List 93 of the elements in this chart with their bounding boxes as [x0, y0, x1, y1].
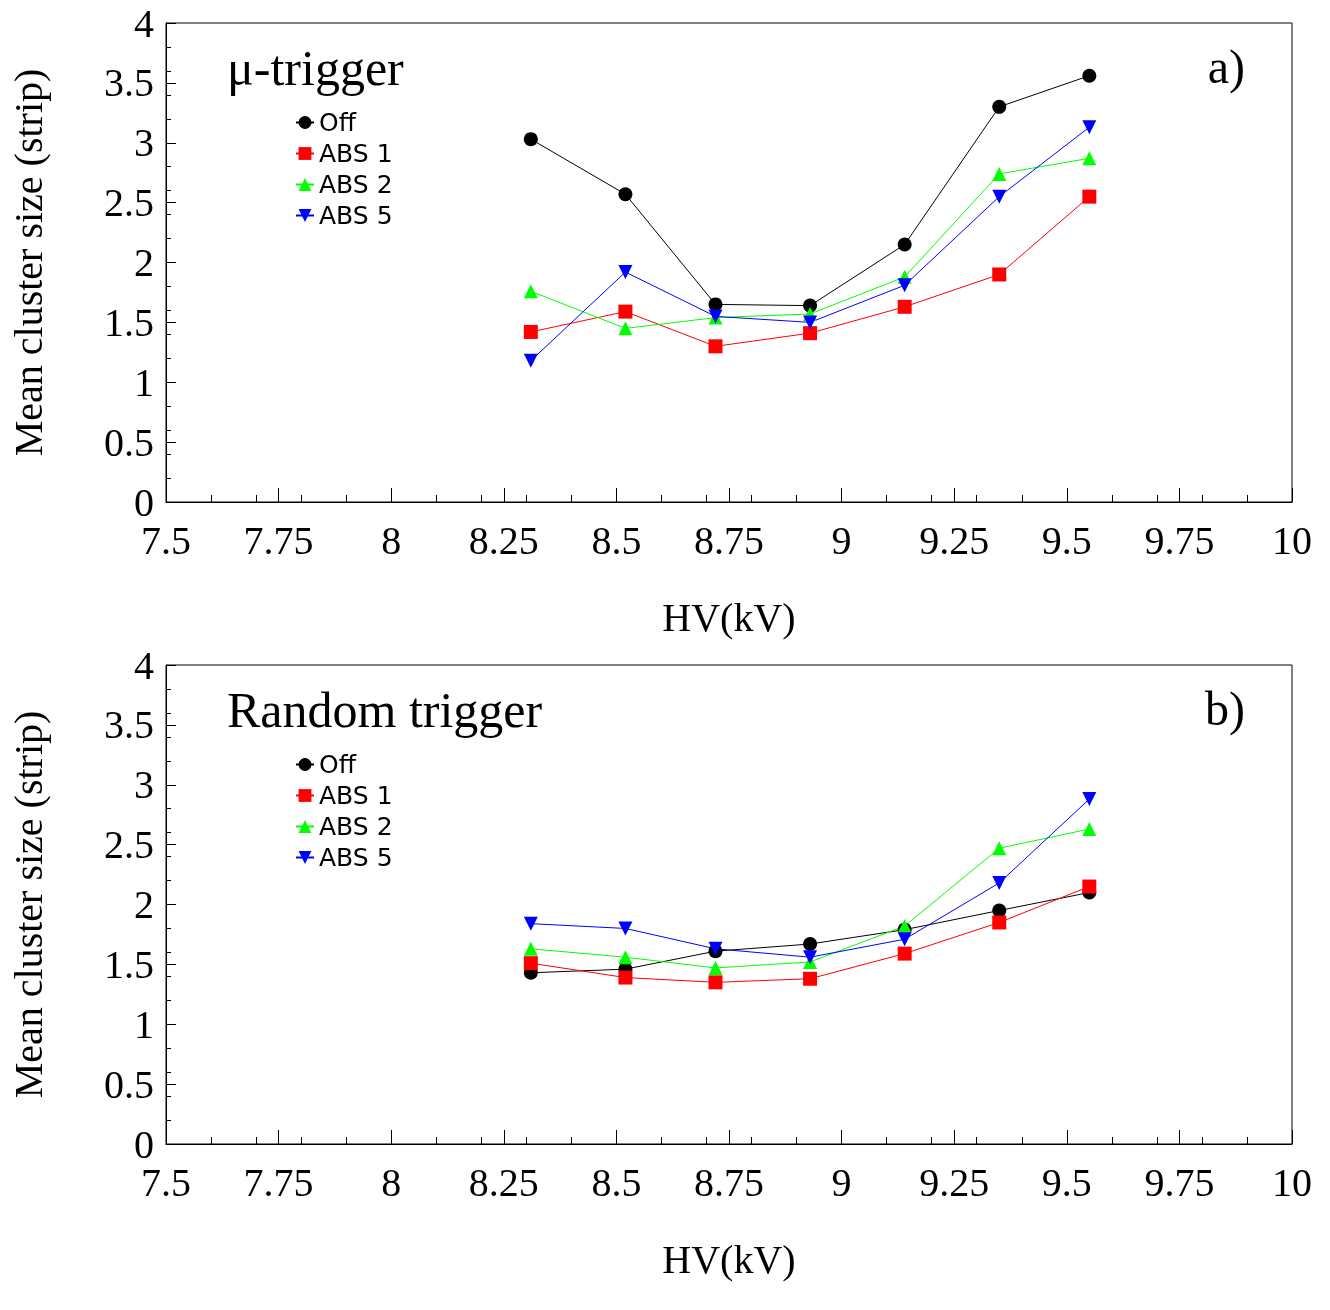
x-tick-label: 8.25: [468, 1159, 539, 1205]
y-tick-label: 2: [134, 240, 154, 285]
legend-label: ABS 1: [319, 781, 393, 810]
x-tick-label: 9.5: [1041, 1159, 1092, 1205]
point: [618, 265, 633, 280]
y-tick-label: 4: [134, 0, 154, 46]
legend-label: ABS 5: [319, 843, 393, 872]
point: [708, 960, 723, 975]
point: [1082, 822, 1097, 837]
point: [523, 956, 538, 971]
point: [897, 278, 912, 293]
y-tick-label: 1.5: [104, 299, 154, 345]
legend-label: ABS 2: [319, 812, 393, 841]
point: [523, 324, 538, 339]
x-axis-title: HV(kV): [662, 1236, 796, 1282]
point: [523, 916, 538, 931]
x-tick-label: 7.75: [243, 517, 314, 563]
point: [1082, 189, 1097, 204]
point: [708, 975, 723, 990]
point: [708, 339, 723, 354]
y-tick-label: 2: [134, 882, 154, 927]
y-tick-label: 2.5: [104, 180, 154, 226]
x-tick-label: 9.5: [1041, 517, 1092, 563]
y-tick-label: 4: [134, 642, 154, 688]
legend-label: ABS 5: [319, 201, 393, 230]
x-tick-label: 8.75: [694, 1159, 764, 1205]
point: [618, 321, 633, 336]
point: [618, 950, 633, 965]
y-axis-title: Mean cluster size (strip): [5, 710, 51, 1099]
point: [992, 875, 1007, 890]
point: [992, 841, 1007, 856]
y-tick-label: 1: [134, 359, 154, 405]
point: [618, 304, 633, 319]
y-tick-label: 1.5: [104, 941, 154, 987]
point: [618, 921, 633, 936]
x-tick-label: 8: [381, 1159, 402, 1205]
y-tick-label: 2.5: [104, 822, 154, 868]
legend-label: Off: [319, 750, 357, 779]
y-tick-label: 0.5: [104, 1061, 154, 1107]
chart-title: μ-trigger: [227, 40, 405, 96]
x-tick-label: 10: [1272, 517, 1312, 563]
x-tick-label: 7.75: [243, 1159, 314, 1205]
point: [992, 166, 1007, 181]
x-tick-label: 8.5: [591, 517, 642, 563]
x-tick-label: 8.75: [694, 517, 764, 563]
point: [523, 284, 538, 299]
point: [803, 971, 818, 986]
x-tick-label: 8: [381, 517, 402, 563]
point: [992, 267, 1007, 282]
point: [1082, 879, 1097, 894]
x-tick-label: 9.25: [919, 517, 990, 563]
x-tick-label: 8.5: [591, 1159, 642, 1205]
annotation: b): [1205, 681, 1245, 736]
point: [618, 187, 633, 202]
point: [803, 937, 818, 952]
annotation: a): [1207, 39, 1246, 94]
x-axis-title: HV(kV): [662, 594, 796, 640]
y-axis-title: Mean cluster size (strip): [5, 68, 51, 457]
point: [1082, 120, 1097, 135]
point: [803, 950, 818, 965]
chart-title: Random trigger: [227, 682, 543, 738]
y-tick-label: 3: [134, 762, 154, 808]
x-tick-label: 9.75: [1144, 517, 1215, 563]
x-tick-label: 10: [1272, 1159, 1312, 1205]
y-tick-label: 3.5: [104, 702, 154, 748]
legend-label: ABS 1: [319, 139, 393, 168]
legend-label: Off: [319, 108, 357, 137]
point: [992, 189, 1007, 204]
y-tick-label: 3: [134, 120, 154, 166]
point: [803, 326, 818, 341]
x-tick-label: 9.75: [1144, 1159, 1215, 1205]
x-tick-label: 9.25: [919, 1159, 990, 1205]
point: [523, 132, 538, 147]
point: [1082, 792, 1097, 807]
x-tick-label: 9: [831, 517, 852, 563]
point: [1082, 68, 1097, 83]
y-tick-label: 3.5: [104, 60, 154, 106]
point: [1082, 151, 1097, 166]
point: [897, 237, 912, 252]
x-tick-label: 9: [831, 1159, 852, 1205]
point: [992, 99, 1007, 114]
x-tick-label: 8.25: [468, 517, 539, 563]
point: [897, 946, 912, 961]
y-tick-label: 1: [134, 1001, 154, 1047]
point: [523, 353, 538, 368]
point: [897, 932, 912, 947]
point: [523, 941, 538, 956]
legend-label: ABS 2: [319, 170, 393, 199]
point: [618, 970, 633, 985]
point: [803, 315, 818, 330]
point: [897, 299, 912, 314]
y-tick-label: 0.5: [104, 419, 154, 465]
point: [992, 915, 1007, 930]
